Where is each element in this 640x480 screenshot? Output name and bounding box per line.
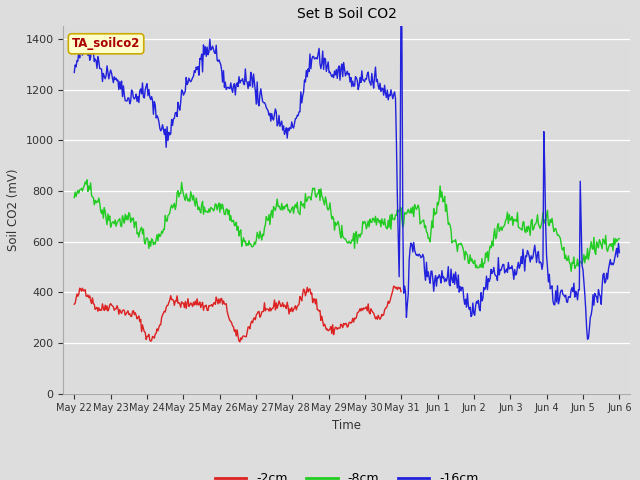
- X-axis label: Time: Time: [332, 419, 362, 432]
- Title: Set B Soil CO2: Set B Soil CO2: [297, 7, 397, 21]
- Y-axis label: Soil CO2 (mV): Soil CO2 (mV): [7, 168, 20, 251]
- Legend: -2cm, -8cm, -16cm: -2cm, -8cm, -16cm: [210, 467, 484, 480]
- Text: TA_soilco2: TA_soilco2: [72, 37, 140, 50]
